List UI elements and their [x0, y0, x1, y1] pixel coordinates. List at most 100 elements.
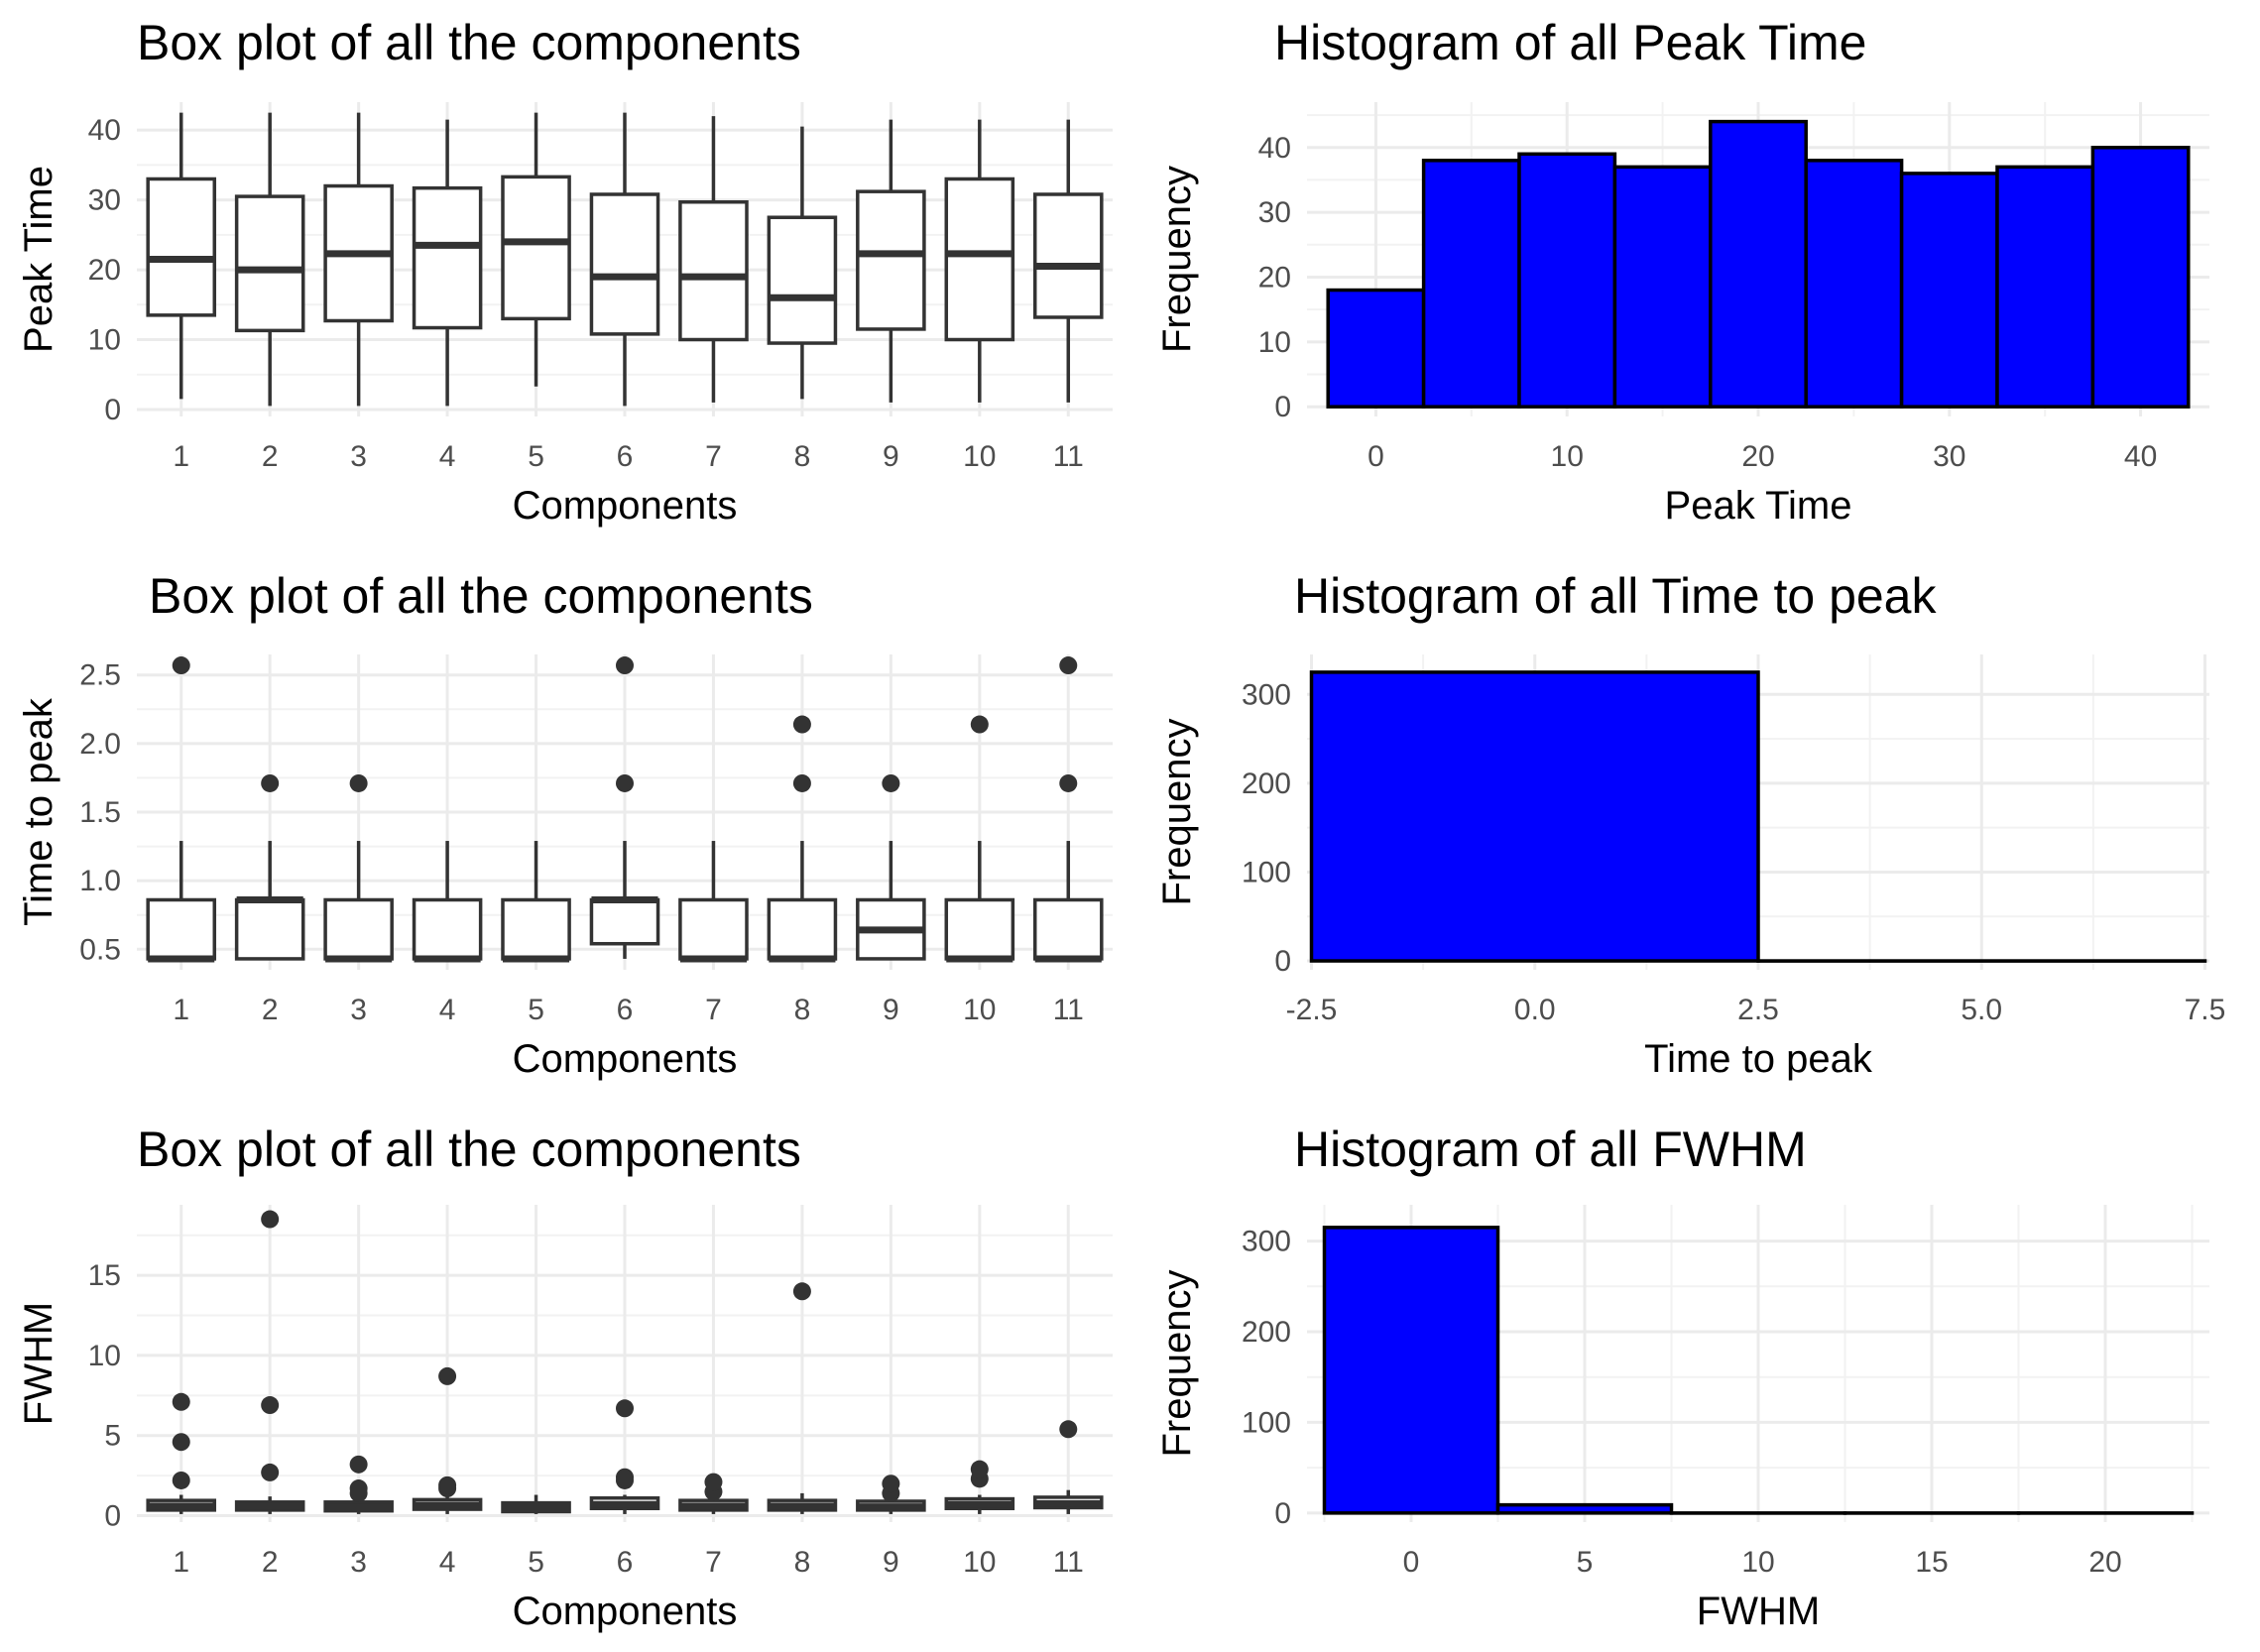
box-7 [678, 1473, 749, 1514]
x-tick-label: 6 [617, 994, 634, 1026]
x-tick-label: 40 [2124, 440, 2157, 473]
y-axis-title: Peak Time [17, 166, 60, 353]
outlier-point [882, 773, 900, 792]
histogram-bar [1495, 1502, 1674, 1515]
x-axis-title: FWHM [1697, 1590, 1820, 1633]
chart-title: Histogram of all Time to peak [1294, 568, 1937, 624]
x-tick-label: 11 [1053, 994, 1084, 1026]
box-3 [323, 773, 394, 963]
y-tick-label: 0.5 [79, 933, 121, 966]
y-tick-label: 300 [1242, 1226, 1291, 1258]
x-tick-label: 11 [1053, 440, 1084, 473]
marks [1309, 670, 2207, 963]
y-tick-label: 2.5 [79, 659, 121, 692]
box-11 [1032, 1420, 1104, 1514]
histogram-bar [1899, 172, 1999, 409]
box-8 [767, 126, 838, 400]
box-body [146, 897, 217, 961]
x-tick-label: 9 [883, 440, 899, 473]
histogram-bar [1612, 165, 1713, 409]
x-tick-label: 10 [963, 994, 996, 1026]
outlier-point [616, 773, 634, 792]
x-tick-label: 0 [1403, 1546, 1420, 1579]
x-tick-label: 4 [439, 1546, 456, 1579]
x-tick-label: 2 [262, 994, 279, 1026]
box-body [678, 199, 749, 342]
box-1 [146, 112, 217, 400]
box-10 [944, 119, 1015, 403]
x-tick-label: 7 [705, 994, 722, 1026]
histogram-bar [1326, 288, 1426, 409]
x-tick-label: -2.5 [1286, 994, 1338, 1026]
box-3 [323, 112, 394, 407]
outlier-point [172, 656, 190, 675]
panel-2: 0 10 20 30 40 0 10 20 30 40 Peak Time Frequency Hist… [1155, 15, 2209, 528]
x-tick-label: 8 [794, 440, 811, 473]
histogram-bar [1309, 670, 1760, 963]
y-tick-label: 2.0 [79, 728, 121, 761]
y-axis-title: Frequency [1155, 719, 1199, 906]
tick-labels: 0 100 200 300 -2.5 0.0 2.5 5.0 7.5 [1242, 678, 2225, 1026]
marks [146, 112, 1104, 407]
y-tick-label: 20 [1258, 261, 1291, 294]
panel-3: 0.5 1.0 1.5 2.0 2.5 1 2 3 4 5 6 7 8 9 10 11 Components Ti… [17, 568, 1113, 1081]
box-body [1032, 897, 1104, 961]
box-8 [767, 715, 838, 963]
box-body [944, 897, 1015, 961]
y-axis-title: Frequency [1155, 166, 1199, 353]
y-tick-label: 0 [1274, 1497, 1291, 1530]
histogram-bar [1517, 152, 1617, 409]
y-tick-label: 0 [104, 1500, 121, 1533]
x-tick-label: 7 [705, 1546, 722, 1579]
y-tick-label: 30 [1258, 196, 1291, 229]
box-4 [412, 841, 483, 963]
y-axis-title: Time to peak [17, 697, 60, 926]
x-tick-label: 5 [528, 440, 544, 473]
y-tick-label: 200 [1242, 767, 1291, 800]
outlier-point [792, 715, 811, 734]
y-tick-label: 15 [88, 1259, 121, 1292]
y-tick-label: 30 [88, 184, 121, 217]
box-8 [767, 1282, 838, 1514]
box-body [146, 177, 217, 317]
histogram-bar [2090, 146, 2191, 409]
box-3 [323, 1455, 394, 1514]
panel-6: 0 100 200 300 0 5 10 15 20 FWHM Frequency Histogram… [1155, 1121, 2209, 1633]
x-tick-label: 7 [705, 440, 722, 473]
outlier-point [172, 1392, 190, 1411]
box-body [589, 192, 660, 336]
tick-labels: 0 100 200 300 0 5 10 15 20 [1242, 1226, 2122, 1579]
y-tick-label: 1.0 [79, 865, 121, 897]
outlier-point [1059, 1420, 1078, 1439]
x-tick-label: 15 [1915, 1546, 1948, 1579]
box-9 [856, 1475, 926, 1514]
box-10 [944, 715, 1015, 963]
box-5 [501, 1494, 571, 1514]
outlier-point [1059, 773, 1078, 792]
x-axis-title: Components [513, 1590, 738, 1633]
x-tick-label: 3 [350, 994, 367, 1026]
histogram-bar [1421, 159, 1521, 409]
x-tick-label: 4 [439, 994, 456, 1026]
outlier-point [261, 1396, 280, 1415]
box-body [501, 175, 571, 321]
marks [146, 656, 1104, 963]
box-body [234, 897, 305, 961]
x-axis-title: Components [513, 1037, 738, 1081]
outlier-point [438, 1475, 457, 1494]
y-tick-label: 5 [104, 1420, 121, 1453]
outlier-point [616, 656, 634, 675]
x-tick-label: 4 [439, 440, 456, 473]
histogram-bar [1995, 165, 2095, 409]
box-1 [146, 656, 217, 963]
y-tick-label: 10 [88, 1340, 121, 1372]
x-tick-label: 10 [963, 1546, 996, 1579]
x-tick-label: 6 [617, 440, 634, 473]
x-tick-label: 20 [2088, 1546, 2121, 1579]
panel-5: 0 5 10 15 1 2 3 4 5 6 7 8 9 10 11 Components FWHM Box plo… [17, 1121, 1113, 1633]
x-tick-label: 0.0 [1514, 994, 1556, 1026]
x-tick-label: 30 [1933, 440, 1965, 473]
outlier-point [882, 1475, 900, 1493]
outlier-point [349, 1479, 368, 1498]
y-axis-title: Frequency [1155, 1270, 1199, 1458]
